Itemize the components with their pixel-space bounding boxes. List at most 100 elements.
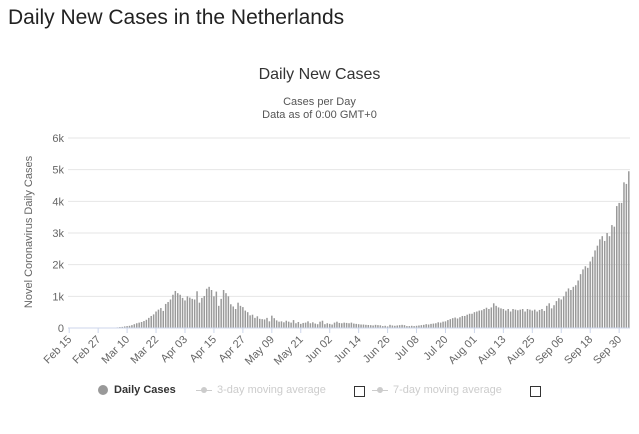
bar[interactable] <box>403 325 406 328</box>
bar[interactable] <box>271 315 273 328</box>
bar[interactable] <box>167 302 169 328</box>
bar[interactable] <box>606 233 608 328</box>
bar[interactable] <box>435 323 437 328</box>
bar[interactable] <box>148 317 150 328</box>
bar[interactable] <box>205 288 208 328</box>
bar[interactable] <box>538 309 541 328</box>
bar[interactable] <box>360 324 362 328</box>
bar[interactable] <box>353 323 355 328</box>
bar[interactable] <box>225 293 227 328</box>
bar[interactable] <box>220 298 222 328</box>
bar[interactable] <box>582 269 584 328</box>
bar[interactable] <box>574 285 577 328</box>
bar[interactable] <box>601 236 604 328</box>
bar[interactable] <box>401 324 403 328</box>
bar[interactable] <box>140 321 143 328</box>
bar[interactable] <box>126 326 128 328</box>
bar[interactable] <box>123 326 126 328</box>
bar[interactable] <box>442 321 444 328</box>
bar[interactable] <box>232 306 234 328</box>
bar[interactable] <box>546 305 548 328</box>
bar[interactable] <box>201 297 203 328</box>
bar[interactable] <box>316 324 319 328</box>
bar[interactable] <box>292 320 295 328</box>
bar[interactable] <box>169 299 172 329</box>
bar[interactable] <box>304 322 307 328</box>
bar[interactable] <box>164 303 167 328</box>
bar[interactable] <box>382 326 384 328</box>
bar[interactable] <box>273 318 275 328</box>
bar[interactable] <box>526 309 529 328</box>
bar[interactable] <box>466 314 468 328</box>
bar[interactable] <box>613 226 616 328</box>
bar[interactable] <box>471 313 473 328</box>
bar[interactable] <box>398 325 401 328</box>
bar[interactable] <box>367 324 370 328</box>
bar[interactable] <box>577 280 579 329</box>
bar[interactable] <box>447 320 449 328</box>
bar[interactable] <box>423 324 425 328</box>
bar[interactable] <box>189 297 191 328</box>
bar[interactable] <box>628 171 630 328</box>
bar[interactable] <box>480 310 483 328</box>
bar[interactable] <box>449 319 452 328</box>
bar[interactable] <box>500 308 502 328</box>
bar[interactable] <box>184 300 186 328</box>
bar[interactable] <box>439 322 442 328</box>
bar[interactable] <box>430 323 432 328</box>
bar[interactable] <box>468 313 471 328</box>
bar[interactable] <box>203 296 206 328</box>
bar[interactable] <box>261 319 263 328</box>
bar[interactable] <box>524 311 526 328</box>
bar[interactable] <box>541 309 543 328</box>
bar[interactable] <box>285 320 288 328</box>
bar[interactable] <box>418 325 420 328</box>
bar[interactable] <box>507 309 509 328</box>
bar[interactable] <box>365 324 367 328</box>
bar[interactable] <box>312 322 314 328</box>
bar[interactable] <box>384 325 386 328</box>
bar[interactable] <box>502 309 505 328</box>
bar[interactable] <box>483 309 485 328</box>
bar[interactable] <box>432 323 435 328</box>
bar[interactable] <box>459 317 461 328</box>
bar[interactable] <box>415 325 418 328</box>
bar[interactable] <box>567 288 570 328</box>
bar[interactable] <box>302 322 304 328</box>
bar[interactable] <box>396 325 398 328</box>
bar[interactable] <box>488 309 490 328</box>
bar[interactable] <box>529 309 531 328</box>
bar[interactable] <box>326 323 329 328</box>
bar[interactable] <box>357 324 360 328</box>
bar[interactable] <box>179 294 181 328</box>
bar[interactable] <box>572 286 575 328</box>
bar[interactable] <box>623 182 625 328</box>
bar[interactable] <box>492 303 495 328</box>
bar[interactable] <box>615 206 618 328</box>
bar[interactable] <box>355 323 357 328</box>
bar[interactable] <box>297 321 300 328</box>
bar[interactable] <box>198 302 201 328</box>
bar[interactable] <box>519 309 522 328</box>
bar[interactable] <box>437 322 440 328</box>
bar[interactable] <box>133 324 136 328</box>
bar[interactable] <box>454 317 456 328</box>
bar[interactable] <box>131 325 133 328</box>
bar[interactable] <box>603 240 606 328</box>
bar[interactable] <box>589 261 591 329</box>
bar[interactable] <box>230 304 232 328</box>
bar[interactable] <box>328 323 331 328</box>
bar[interactable] <box>620 202 623 328</box>
bar[interactable] <box>191 298 193 328</box>
bar[interactable] <box>550 308 553 328</box>
bar[interactable] <box>128 325 131 328</box>
bar[interactable] <box>249 315 251 328</box>
bar[interactable] <box>218 305 220 328</box>
bar[interactable] <box>408 326 411 328</box>
bar[interactable] <box>280 321 283 328</box>
bar[interactable] <box>246 312 249 328</box>
bar[interactable] <box>410 325 413 328</box>
bar[interactable] <box>350 322 353 328</box>
bar[interactable] <box>497 307 500 328</box>
bar[interactable] <box>587 267 589 328</box>
